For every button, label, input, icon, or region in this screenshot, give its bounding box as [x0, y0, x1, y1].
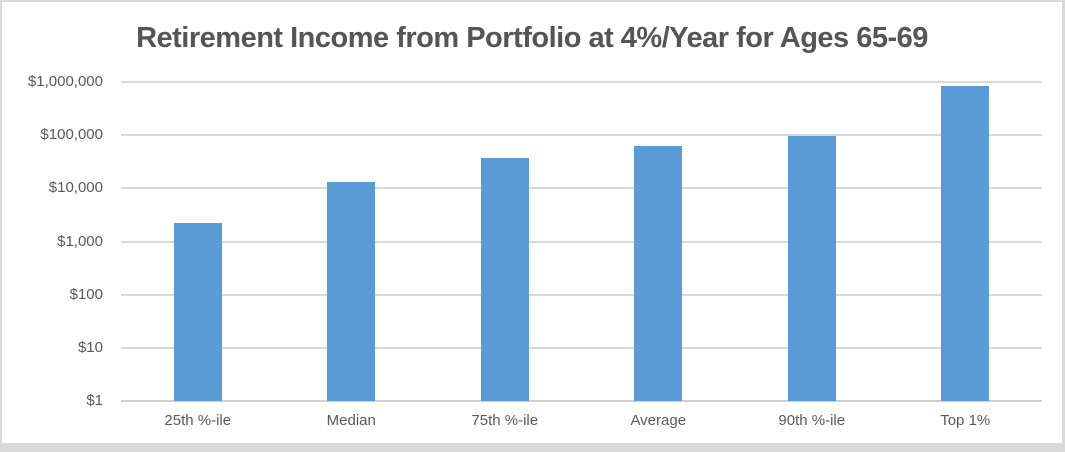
- y-tick-label: $10,000: [48, 179, 103, 197]
- gridline: [121, 240, 1042, 243]
- plot-area: [121, 81, 1042, 402]
- y-tick-label: $1,000: [57, 232, 103, 250]
- x-tick-label: 75th %-ile: [471, 412, 539, 429]
- chart-title: Retirement Income from Portfolio at 4%/Y…: [136, 22, 928, 54]
- y-tick-label: $1: [86, 392, 103, 409]
- gridline: [121, 81, 1042, 83]
- bar-25th-ile: [173, 223, 222, 401]
- y-tick-label: $100: [69, 285, 103, 303]
- x-tick-label: 25th %-ile: [164, 412, 232, 429]
- gridline: [121, 134, 1042, 137]
- gridline: [121, 293, 1042, 296]
- bar-median: [327, 182, 376, 401]
- bar-75th-ile: [480, 158, 529, 401]
- y-tick-label: $100,000: [40, 126, 103, 144]
- bottom-border: [2, 443, 1062, 452]
- x-tick-label: 90th %-ile: [778, 412, 846, 429]
- x-axis-line: [121, 400, 1042, 402]
- y-tick-label: $10: [77, 338, 103, 356]
- bar-90th-ile: [787, 136, 836, 401]
- y-tick-label: $1,000,000: [27, 73, 103, 90]
- x-tick-label: Median: [326, 412, 376, 429]
- gridline: [121, 346, 1042, 349]
- x-tick-label: Top 1%: [940, 412, 991, 429]
- x-tick-label: Average: [630, 412, 687, 429]
- bar-average: [634, 146, 683, 401]
- gridline: [121, 187, 1042, 190]
- bar-top-1-: [941, 86, 990, 401]
